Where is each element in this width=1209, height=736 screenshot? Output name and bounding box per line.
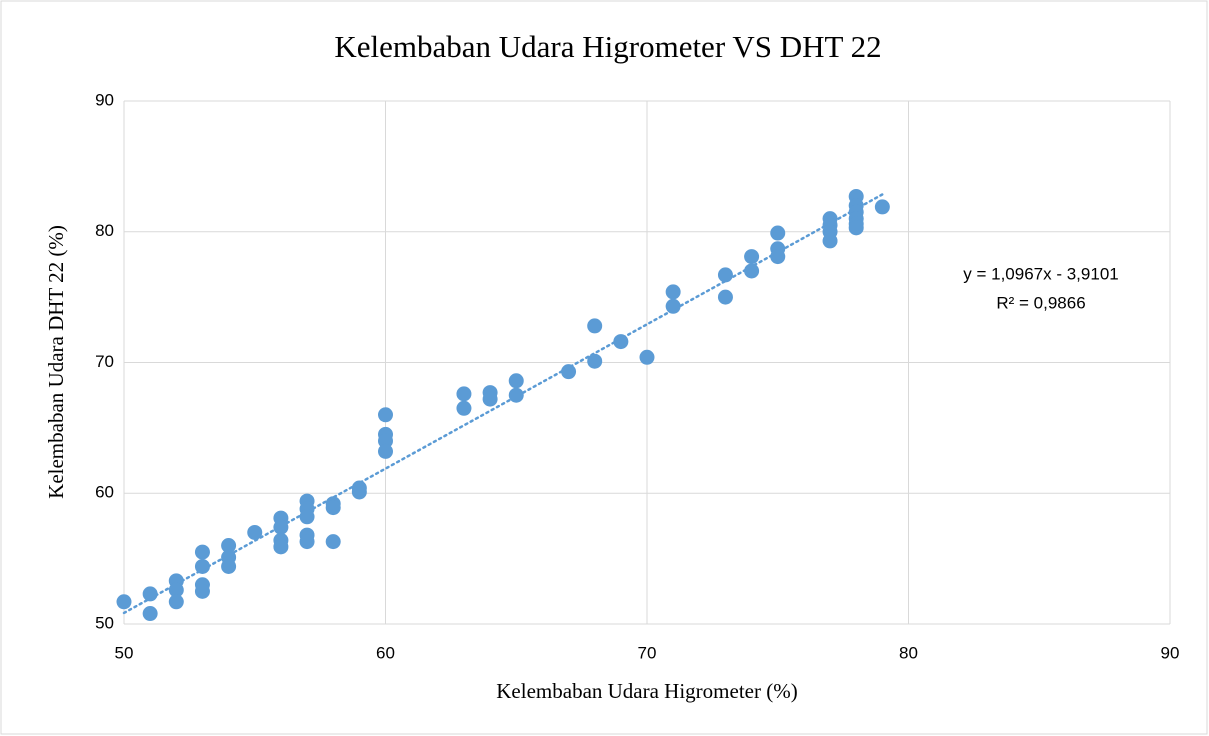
x-tick-label: 90	[1161, 643, 1180, 662]
point	[142, 606, 158, 622]
point	[378, 443, 393, 459]
point	[351, 484, 367, 500]
point	[770, 225, 786, 241]
point	[561, 364, 577, 380]
chart-title: Kelembaban Udara Higrometer VS DHT 22	[334, 29, 881, 64]
point	[665, 298, 681, 314]
point	[744, 249, 760, 265]
point	[273, 539, 289, 555]
point	[665, 284, 681, 300]
point	[744, 263, 760, 279]
y-tick-label: 70	[95, 352, 114, 371]
annotation: y = 1,0967x - 3,9101	[963, 264, 1118, 283]
point	[168, 582, 184, 598]
point	[482, 391, 498, 407]
point	[613, 334, 629, 350]
point	[116, 594, 132, 610]
point	[299, 534, 315, 550]
point	[168, 594, 184, 610]
point	[299, 509, 315, 525]
y-tick-label: 90	[95, 90, 114, 109]
point	[247, 524, 263, 540]
point	[508, 387, 524, 403]
annotation: R² = 0,9866	[996, 293, 1085, 312]
point	[717, 267, 733, 283]
point	[221, 558, 237, 574]
point	[273, 519, 289, 535]
point	[378, 433, 393, 449]
y-axis-label: Kelembaban Udara DHT 22 (%)	[44, 225, 68, 499]
x-tick-label: 50	[115, 643, 134, 662]
trendline	[122, 193, 884, 615]
point	[508, 373, 524, 389]
x-tick-label: 60	[376, 643, 395, 662]
point	[770, 249, 786, 265]
point	[194, 583, 210, 599]
point	[639, 349, 655, 365]
point	[456, 386, 472, 402]
y-tick-label: 50	[95, 613, 114, 632]
point	[194, 544, 210, 560]
x-axis-label: Kelembaban Udara Higrometer (%)	[496, 679, 797, 703]
point	[587, 353, 603, 369]
point	[848, 220, 864, 236]
x-tick-label: 80	[899, 643, 918, 662]
point	[221, 538, 237, 554]
y-tick-label: 60	[95, 483, 114, 502]
point	[456, 400, 472, 416]
point	[142, 586, 158, 602]
point	[717, 289, 733, 305]
point	[325, 500, 341, 516]
y-tick-label: 80	[95, 221, 114, 240]
point	[325, 534, 341, 550]
point	[587, 318, 603, 334]
point	[822, 233, 838, 249]
point	[194, 558, 210, 574]
point	[874, 199, 890, 215]
x-tick-label: 70	[638, 643, 657, 662]
point	[378, 407, 393, 423]
